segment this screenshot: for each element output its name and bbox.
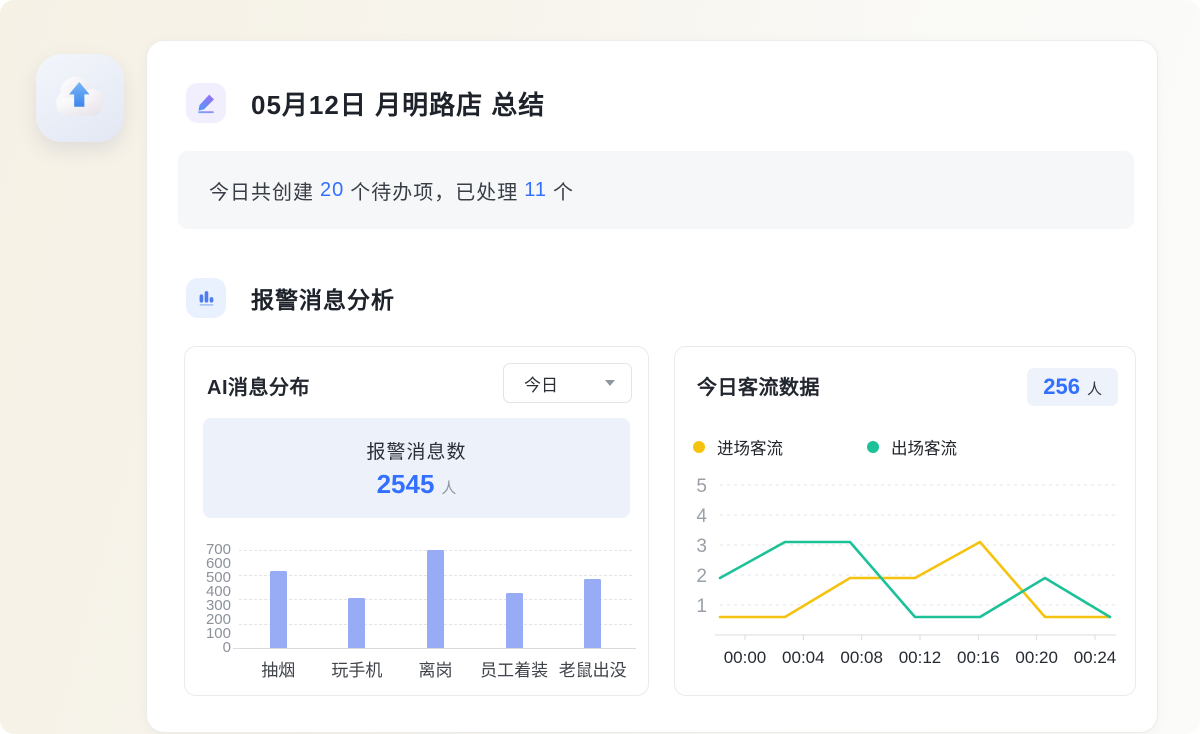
caret-down-icon <box>605 380 615 386</box>
alarm-count-value: 2545 <box>376 468 435 499</box>
total-count-badge: 256 人 <box>1027 368 1118 406</box>
total-count-value: 256 <box>1043 374 1080 399</box>
bar <box>348 597 366 648</box>
x-axis-label: 00:04 <box>782 648 825 667</box>
pencil-glyph <box>198 94 214 114</box>
legend-item-enter-flow[interactable]: 进场客流 <box>693 435 783 459</box>
doc-header: 05月12日 月明路店 总结 <box>186 83 545 123</box>
exit-flow-label: 出场客流 <box>891 440 957 458</box>
alarm-count-line: 2545 人 <box>377 469 457 500</box>
cloud-upload-icon[interactable] <box>36 54 124 142</box>
summary-text-3: 个 <box>553 181 575 204</box>
x-axis-label: 老鼠出没 <box>558 661 627 680</box>
x-axis-label: 00:24 <box>1074 648 1117 667</box>
left-panel-title: AI消息分布 <box>207 377 310 399</box>
x-axis-label: 00:12 <box>899 648 942 667</box>
main-card: 05月12日 月明路店 总结 今日共创建 20 个待办项，已处理 11 个 报警… <box>146 40 1158 733</box>
y-axis-label: 300 <box>205 597 231 614</box>
y-axis-label: 100 <box>205 625 231 642</box>
y-axis-label: 400 <box>205 583 231 600</box>
x-axis-label: 00:20 <box>1015 648 1058 667</box>
chart-legend: 进场客流 出场客流 <box>693 435 957 459</box>
summary-box: 今日共创建 20 个待办项，已处理 11 个 <box>178 151 1134 229</box>
right-panel-title: 今日客流数据 <box>697 377 820 399</box>
total-count-unit: 人 <box>1086 381 1102 398</box>
date-range-dropdown[interactable]: 今日 <box>503 363 632 403</box>
y-axis-label: 200 <box>205 611 231 628</box>
x-axis-label: 00:08 <box>840 648 883 667</box>
bar <box>584 579 602 648</box>
y-axis-label: 5 <box>696 476 707 497</box>
section-title: 报警消息分析 <box>251 287 395 313</box>
ai-message-panel: AI消息分布 今日 报警消息数 2545 人 0 100 200 300 400 500 6… <box>184 346 649 696</box>
enter-flow-dot-icon <box>693 441 705 453</box>
pencil-icon <box>186 83 226 123</box>
section-header: 报警消息分析 <box>186 278 395 318</box>
x-axis-label: 00:16 <box>957 648 1000 667</box>
created-count: 20 <box>320 178 345 201</box>
bar <box>505 593 523 648</box>
page-title: 05月12日 月明路店 总结 <box>251 89 546 120</box>
summary-text-1: 今日共创建 <box>209 181 314 204</box>
y-axis-label: 600 <box>205 555 231 572</box>
enter-flow-line <box>718 540 1112 619</box>
x-axis-label: 玩手机 <box>331 661 383 680</box>
exit-flow-line <box>718 540 1112 619</box>
bar-chart-icon <box>186 278 226 318</box>
x-axis-label: 00:00 <box>724 648 767 667</box>
bar <box>269 571 287 648</box>
y-axis-label: 4 <box>696 506 707 527</box>
y-axis-label: 3 <box>696 536 707 557</box>
x-axis-label: 抽烟 <box>261 661 296 680</box>
flow-line-chart: 1 2 3 4 5 00:00 00:04 00:08 00:12 00:16 00:20 00:24 <box>696 476 1117 667</box>
summary-text-2: 个待办项，已处理 <box>350 181 519 204</box>
y-axis-label: 700 <box>205 541 231 558</box>
cloud-upload-graphic <box>55 76 104 116</box>
y-axis-label: 2 <box>696 566 707 587</box>
dropdown-value: 今日 <box>524 375 558 395</box>
x-axis-line <box>233 648 636 649</box>
bar <box>427 550 444 648</box>
enter-flow-label: 进场客流 <box>717 440 783 458</box>
alarm-count-box: 报警消息数 2545 人 <box>203 418 630 518</box>
alarm-count-unit: 人 <box>441 479 457 497</box>
customer-flow-panel: 今日客流数据 256 人 进场客流 出场客流 1 2 3 4 5 00:00 00:04 00… <box>674 346 1136 696</box>
x-axis-label: 员工着装 <box>480 661 549 680</box>
exit-flow-dot-icon <box>867 441 879 453</box>
x-axis-label: 离岗 <box>418 661 453 680</box>
legend-item-exit-flow[interactable]: 出场客流 <box>867 435 957 459</box>
y-axis-label: 500 <box>205 569 231 586</box>
y-axis-label: 0 <box>222 639 231 656</box>
y-axis-label: 1 <box>696 596 707 617</box>
bar-chart-glyph <box>199 291 214 306</box>
done-count: 11 <box>524 178 548 201</box>
ai-bar-chart: 0 100 200 300 400 500 600 700 抽烟 玩手机 离岗 员工着装 老鼠出没 <box>185 347 648 695</box>
alarm-count-label: 报警消息数 <box>366 441 467 463</box>
